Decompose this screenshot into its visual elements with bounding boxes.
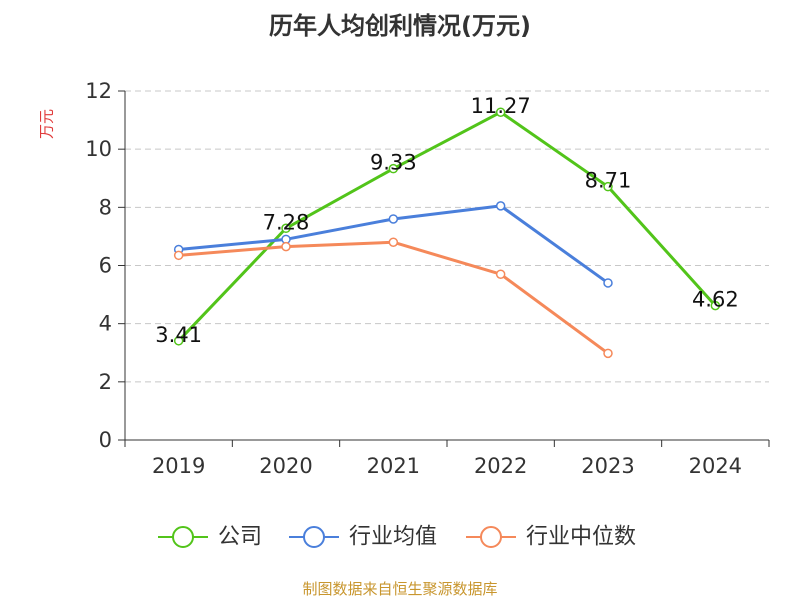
x-tick-label: 2023 xyxy=(581,454,634,478)
data-source: 制图数据来自恒生聚源数据库 xyxy=(302,580,498,598)
x-tick-label: 2024 xyxy=(689,454,742,478)
data-label: 8.71 xyxy=(585,169,632,193)
data-point xyxy=(495,269,506,279)
data-point xyxy=(710,300,721,311)
chart-title: 历年人均创利情况(万元) xyxy=(269,12,531,40)
series-lines xyxy=(173,107,721,359)
data-label: 7.28 xyxy=(263,210,310,234)
data-point xyxy=(388,163,399,174)
data-point xyxy=(281,241,291,252)
x-tick-label: 2019 xyxy=(152,454,205,478)
data-label: 4.62 xyxy=(692,288,739,312)
data-point xyxy=(603,181,613,192)
x-tick-label: 2022 xyxy=(474,454,527,478)
data-labels: 3.41 7.28 9.33 11.27 8.71 4.62 xyxy=(155,94,738,347)
data-point xyxy=(388,237,399,247)
data-point xyxy=(495,107,506,117)
legend: 公司 行业均值 行业中位数 xyxy=(158,525,636,550)
y-tick-label: 4 xyxy=(99,312,112,336)
data-point xyxy=(495,201,506,211)
data-label: 11.27 xyxy=(471,94,531,118)
legend-marker xyxy=(303,526,325,548)
legend-marker xyxy=(172,526,194,548)
y-tick-label: 2 xyxy=(99,370,112,394)
data-point xyxy=(603,278,613,288)
data-point xyxy=(173,250,184,261)
gridlines xyxy=(125,90,769,383)
series-line-2 xyxy=(178,240,609,355)
data-label: 9.33 xyxy=(370,151,417,175)
axes: 0 2 4 6 8 10 12 2019 2020 2021 2022 2023 2024 xyxy=(85,79,770,478)
legend-label: 公司 xyxy=(218,525,262,550)
x-tick-label: 2021 xyxy=(367,454,420,478)
y-tick-label: 10 xyxy=(85,137,112,161)
data-point xyxy=(281,223,291,234)
data-point xyxy=(603,348,613,359)
legend-marker xyxy=(480,526,502,548)
y-tick-label: 0 xyxy=(99,428,112,452)
y-tick-label: 8 xyxy=(99,195,112,219)
y-tick-label: 12 xyxy=(85,79,112,103)
x-tick-label: 2020 xyxy=(259,454,312,478)
data-point xyxy=(173,336,184,346)
y-tick-label: 6 xyxy=(99,254,112,278)
data-label: 3.41 xyxy=(155,323,202,347)
series-line-0 xyxy=(177,110,717,342)
legend-label: 行业中位数 xyxy=(526,525,636,550)
data-point xyxy=(388,214,399,224)
legend-label: 行业均值 xyxy=(349,525,437,550)
